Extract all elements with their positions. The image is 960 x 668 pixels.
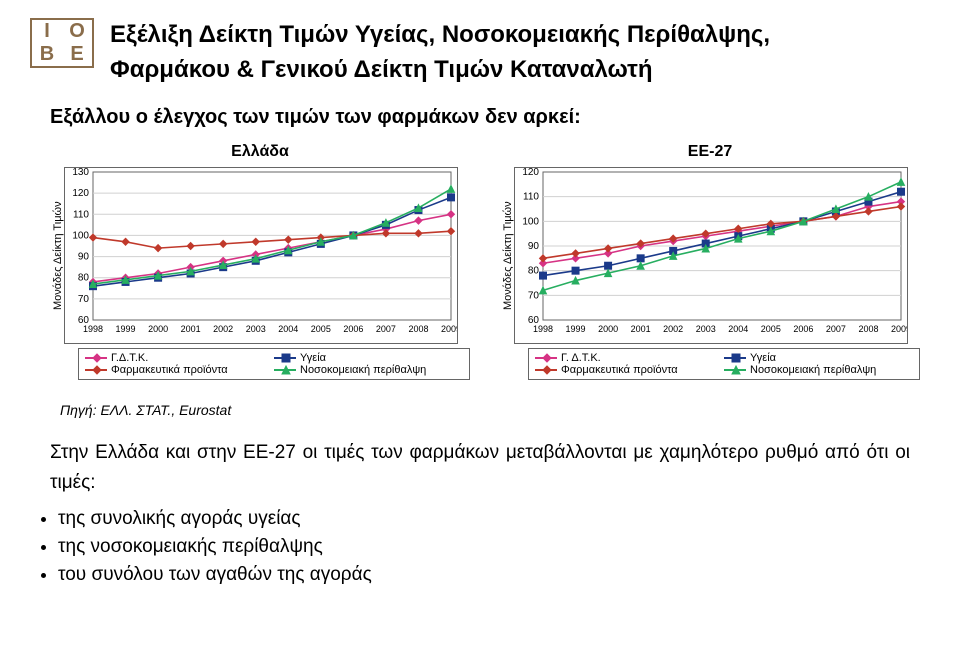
- y-axis-label: Μονάδες Δείκτη Τιμών: [50, 167, 64, 344]
- legend-item: Γ.Δ.Τ.Κ.: [85, 352, 274, 364]
- svg-text:2002: 2002: [213, 324, 233, 334]
- svg-text:80: 80: [528, 265, 540, 276]
- chart-panel: 6070809010011012019981999200020012002200…: [514, 167, 908, 344]
- legend-label: Φαρμακευτικά προϊόντα: [561, 364, 678, 376]
- legend-label: Νοσοκομειακή περίθαλψη: [750, 364, 876, 376]
- header: I O B E Εξέλιξη Δείκτη Τιμών Υγείας, Νοσ…: [30, 18, 930, 88]
- svg-text:2005: 2005: [311, 324, 331, 334]
- svg-text:2004: 2004: [278, 324, 298, 334]
- legend-label: Υγεία: [300, 352, 326, 364]
- svg-text:2007: 2007: [826, 324, 846, 334]
- svg-text:2006: 2006: [343, 324, 363, 334]
- svg-text:100: 100: [522, 216, 539, 227]
- logo-letter: O: [62, 20, 92, 43]
- logo: I O B E: [30, 18, 94, 68]
- svg-text:70: 70: [78, 293, 90, 304]
- bullet-item: της συνολικής αγοράς υγείας: [58, 508, 930, 530]
- legend-label: Υγεία: [750, 352, 776, 364]
- svg-text:90: 90: [528, 241, 540, 252]
- svg-text:120: 120: [72, 188, 89, 199]
- bullet-list: της συνολικής αγοράς υγείας της νοσοκομε…: [58, 508, 930, 586]
- svg-text:1998: 1998: [83, 324, 103, 334]
- chart-title: ΕΕ-27: [500, 143, 920, 161]
- y-axis-label: Μονάδες Δείκτη Τιμών: [500, 167, 514, 344]
- charts-row: Ελλάδα Μονάδες Δείκτη Τιμών 607080901001…: [50, 143, 930, 380]
- svg-text:110: 110: [523, 191, 539, 202]
- source: Πηγή: ΕΛΛ. ΣΤΑΤ., Eurostat: [60, 402, 930, 418]
- svg-text:2008: 2008: [858, 324, 878, 334]
- subtitle: Εξάλλου ο έλεγχος των τιμών των φαρμάκων…: [50, 106, 930, 129]
- legend-label: Νοσοκομειακή περίθαλψη: [300, 364, 426, 376]
- svg-text:2000: 2000: [148, 324, 168, 334]
- chart-greece: Ελλάδα Μονάδες Δείκτη Τιμών 607080901001…: [50, 143, 470, 380]
- bullet-item: του συνόλου των αγαθών της αγοράς: [58, 564, 930, 586]
- chart-panel: 6070809010011012013019981999200020012002…: [64, 167, 458, 344]
- svg-text:80: 80: [78, 272, 90, 283]
- title-line-2: Φαρμάκου & Γενικού Δείκτη Τιμών Καταναλω…: [110, 53, 770, 88]
- legend-label: Γ. Δ.Τ.Κ.: [561, 352, 601, 364]
- body-paragraph: Στην Ελλάδα και στην ΕΕ-27 οι τιμές των …: [50, 438, 910, 499]
- chart-ee27: ΕΕ-27 Μονάδες Δείκτη Τιμών 6070809010011…: [500, 143, 920, 380]
- legend-item: Νοσοκομειακή περίθαλψη: [724, 364, 913, 376]
- svg-text:120: 120: [522, 168, 539, 178]
- chart-legend: Γ.Δ.Τ.Κ. Υγεία Φαρμακευτικά προϊόντα Νοσ…: [78, 348, 470, 380]
- chart-title: Ελλάδα: [50, 143, 470, 161]
- svg-text:2001: 2001: [631, 324, 651, 334]
- legend-item: Νοσοκομειακή περίθαλψη: [274, 364, 463, 376]
- logo-letter: E: [62, 43, 92, 66]
- svg-text:2008: 2008: [408, 324, 428, 334]
- svg-text:1999: 1999: [566, 324, 586, 334]
- svg-text:130: 130: [72, 168, 89, 178]
- legend-label: Φαρμακευτικά προϊόντα: [111, 364, 228, 376]
- svg-text:2003: 2003: [246, 324, 266, 334]
- svg-text:2009: 2009: [891, 324, 907, 334]
- legend-label: Γ.Δ.Τ.Κ.: [111, 352, 148, 364]
- svg-text:2005: 2005: [761, 324, 781, 334]
- legend-item: Φαρμακευτικά προϊόντα: [85, 364, 274, 376]
- svg-text:90: 90: [78, 251, 90, 262]
- title-line-1: Εξέλιξη Δείκτη Τιμών Υγείας, Νοσοκομειακ…: [110, 18, 770, 53]
- chart-legend: Γ. Δ.Τ.Κ. Υγεία Φαρμακευτικά προϊόντα Νο…: [528, 348, 920, 380]
- legend-item: Υγεία: [274, 352, 463, 364]
- svg-text:2002: 2002: [663, 324, 683, 334]
- bullet-item: της νοσοκομειακής περίθαλψης: [58, 536, 930, 558]
- svg-text:2003: 2003: [696, 324, 716, 334]
- legend-item: Υγεία: [724, 352, 913, 364]
- svg-text:2004: 2004: [728, 324, 748, 334]
- svg-text:2001: 2001: [181, 324, 201, 334]
- svg-text:2009: 2009: [441, 324, 457, 334]
- logo-letter: I: [32, 20, 62, 43]
- svg-text:100: 100: [72, 230, 89, 241]
- svg-text:1998: 1998: [533, 324, 553, 334]
- page-title: Εξέλιξη Δείκτη Τιμών Υγείας, Νοσοκομειακ…: [110, 18, 770, 88]
- svg-text:70: 70: [528, 290, 540, 301]
- svg-text:2007: 2007: [376, 324, 396, 334]
- logo-letter: B: [32, 43, 62, 66]
- svg-text:2006: 2006: [793, 324, 813, 334]
- svg-text:1999: 1999: [116, 324, 136, 334]
- legend-item: Φαρμακευτικά προϊόντα: [535, 364, 724, 376]
- legend-item: Γ. Δ.Τ.Κ.: [535, 352, 724, 364]
- svg-text:2000: 2000: [598, 324, 618, 334]
- svg-text:110: 110: [73, 209, 89, 220]
